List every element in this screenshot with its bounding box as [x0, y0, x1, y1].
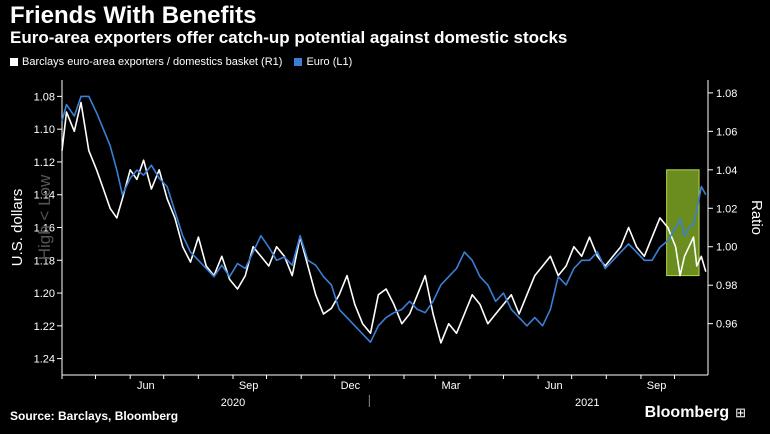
right-tick-label: 1.08 — [716, 88, 737, 100]
left-axis-watermark: High < Low — [35, 174, 54, 260]
right-tick-label: 0.96 — [716, 319, 737, 331]
x-month-label: Sep — [647, 380, 667, 392]
left-tick-label: 1.22 — [34, 321, 55, 333]
right-tick-label: 1.04 — [716, 165, 737, 177]
legend-label-basket: Barclays euro-area exporters / domestics… — [22, 56, 283, 68]
left-tick-label: 1.18 — [34, 255, 55, 267]
x-month-label: Dec — [341, 380, 361, 392]
legend-label-euro: Euro (L1) — [306, 56, 353, 68]
basket-ratio-line — [61, 101, 707, 344]
right-axis-title: Ratio — [748, 200, 765, 235]
left-tick-label: 1.12 — [34, 157, 55, 169]
chart-legend: Barclays euro-area exporters / domestics… — [10, 56, 352, 68]
chart-title: Friends With Benefits — [10, 2, 257, 29]
legend-item-basket: Barclays euro-area exporters / domestics… — [10, 56, 282, 68]
x-month-label: Mar — [441, 380, 460, 392]
left-tick-label: 1.10 — [34, 124, 55, 136]
right-tick-label: 1.06 — [716, 126, 737, 138]
x-month-label: Jun — [137, 380, 155, 392]
brand-name: Bloomberg — [644, 404, 730, 421]
x-year-label: 2020 — [221, 397, 245, 409]
euro-line — [61, 95, 707, 344]
chart-subtitle: Euro-area exporters offer catch-up poten… — [10, 28, 568, 47]
bloomberg-terminal-icon: ⊞ — [735, 405, 746, 420]
right-tick-label: 1.02 — [716, 203, 737, 215]
left-tick-label: 1.08 — [34, 91, 55, 103]
x-year-label: 2021 — [575, 397, 599, 409]
x-month-label: Jun — [545, 380, 563, 392]
source-note: Source: Barclays, Bloomberg — [10, 409, 179, 423]
left-tick-label: 1.16 — [34, 223, 55, 235]
legend-swatch-basket — [10, 58, 18, 66]
x-month-label: Sep — [239, 380, 259, 392]
legend-item-euro: Euro (L1) — [294, 56, 352, 68]
left-tick-label: 1.20 — [34, 288, 55, 300]
left-axis-title: U.S. dollars — [9, 189, 26, 267]
right-tick-label: 0.98 — [716, 280, 737, 292]
left-tick-label: 1.14 — [34, 190, 55, 202]
bloomberg-logo: Bloomberg ⊞ — [645, 404, 746, 422]
left-tick-label: 1.24 — [34, 354, 55, 366]
legend-swatch-euro — [294, 58, 303, 66]
right-tick-label: 1.00 — [716, 242, 737, 254]
